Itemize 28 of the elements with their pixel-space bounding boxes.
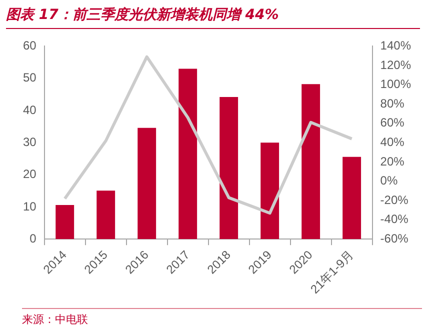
- bar: [96, 190, 116, 240]
- y2-tick-label: -60%: [380, 231, 409, 246]
- bar: [138, 128, 156, 240]
- bar: [260, 142, 280, 240]
- y2-tick-label: 100%: [380, 77, 412, 92]
- y2-tick-label: 40%: [380, 134, 405, 149]
- bar: [56, 205, 74, 240]
- bar: [302, 84, 320, 240]
- y-tick-label: 0: [30, 231, 37, 246]
- y2-tick-label: -20%: [380, 192, 409, 207]
- y2-tick-label: 140%: [380, 38, 412, 53]
- y-tick-label: 60: [22, 38, 37, 53]
- y2-tick-label: 0%: [380, 174, 398, 188]
- chart-title: 图表 17：前三季度光伏新增装机同增 44%: [6, 6, 420, 29]
- bar: [220, 97, 238, 240]
- y-tick-label: 20: [22, 167, 37, 182]
- bar: [178, 68, 198, 240]
- y2-tick-label: 80%: [380, 96, 405, 110]
- bar: [342, 156, 362, 240]
- y-tick-label: 30: [22, 134, 37, 149]
- y-tick-label: 50: [22, 70, 37, 85]
- y2-tick-label: 20%: [380, 154, 405, 168]
- y2-tick-label: 60%: [380, 116, 405, 130]
- y2-tick-label: 120%: [380, 58, 412, 72]
- source-note: 来源：中电联: [22, 308, 422, 327]
- y-tick-label: 40: [22, 102, 37, 117]
- y-tick-label: 10: [22, 199, 37, 214]
- y2-tick-label: -40%: [380, 212, 409, 226]
